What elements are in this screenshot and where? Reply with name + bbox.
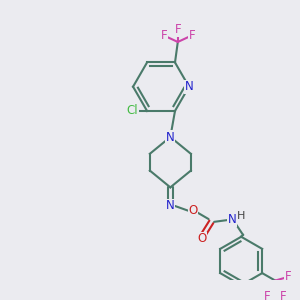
Text: Cl: Cl xyxy=(126,104,138,117)
Text: F: F xyxy=(263,290,270,300)
Text: F: F xyxy=(160,29,167,42)
Text: F: F xyxy=(279,290,286,300)
Text: F: F xyxy=(188,29,195,42)
Text: F: F xyxy=(285,270,292,283)
Text: O: O xyxy=(188,204,197,217)
Text: O: O xyxy=(197,232,207,245)
Text: F: F xyxy=(175,23,181,36)
Text: N: N xyxy=(166,200,175,212)
Text: N: N xyxy=(184,80,194,93)
Text: N: N xyxy=(166,130,175,143)
Text: N: N xyxy=(227,214,236,226)
Text: H: H xyxy=(237,211,245,221)
